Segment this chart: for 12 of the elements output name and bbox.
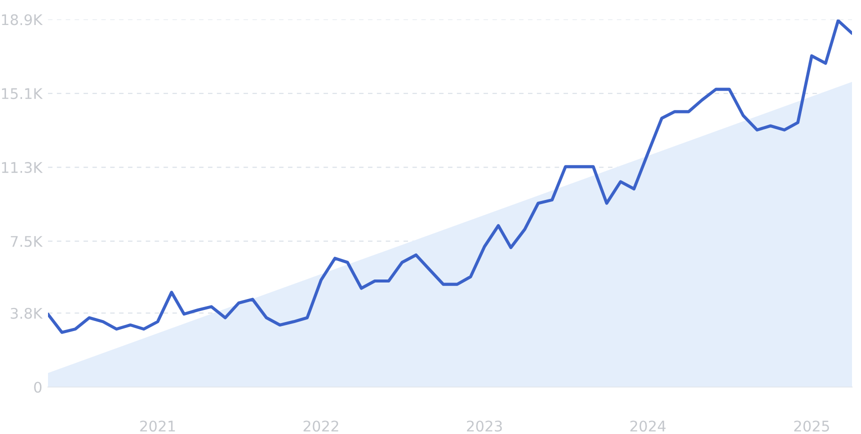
y-tick-label: 3.8K <box>10 308 43 319</box>
y-tick-label: 11.3K <box>2 162 43 174</box>
x-tick-label: 2025 <box>794 420 829 432</box>
x-tick-label: 2023 <box>466 420 502 432</box>
y-tick-label: 15.1K <box>2 88 43 100</box>
x-tick-label: 2022 <box>304 420 338 432</box>
line-series <box>48 20 852 334</box>
y-tick-label: 7.5K <box>10 236 43 247</box>
x-tick-label: 2021 <box>140 420 175 432</box>
y-tick-label: 18.9K <box>2 14 43 26</box>
y-tick-label: 0 <box>34 382 42 393</box>
x-tick-label: 2024 <box>630 420 666 432</box>
